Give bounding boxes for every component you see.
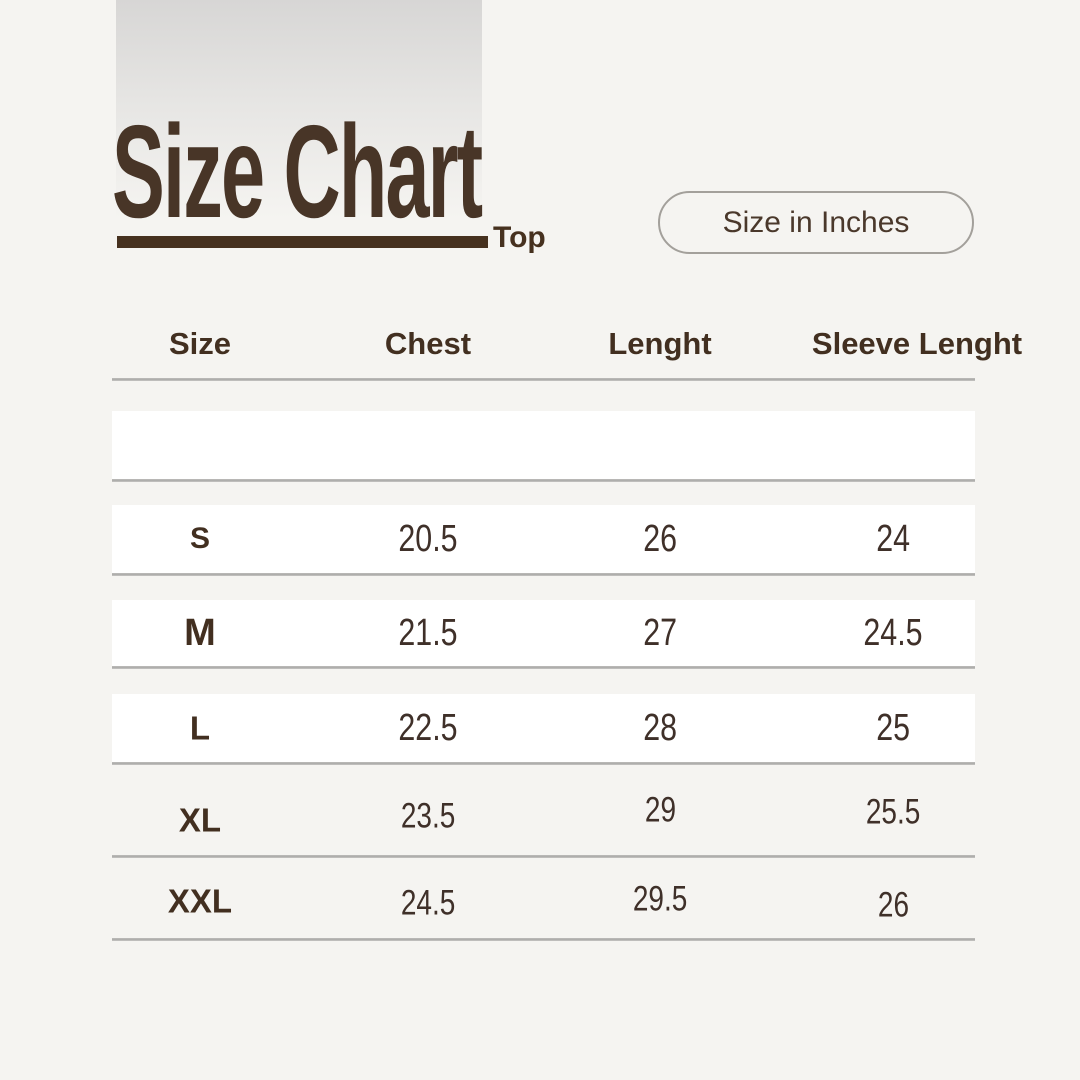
row-divider bbox=[112, 479, 975, 482]
unit-badge-label: Size in Inches bbox=[722, 205, 910, 239]
length-value: 29 bbox=[644, 790, 676, 829]
table-row: XXL 24.5 29.5 26 bbox=[112, 855, 975, 938]
unit-badge[interactable]: Size in Inches bbox=[658, 191, 974, 254]
table-row: L 22.5 28 25 bbox=[112, 694, 975, 762]
title-backdrop-gradient bbox=[116, 0, 482, 238]
chest-value: 20.5 bbox=[398, 518, 458, 560]
length-value: 28 bbox=[643, 707, 677, 749]
sleeve-length-cell: 24.5 bbox=[743, 614, 1043, 652]
sleeve-length-cell: 26 bbox=[743, 887, 1043, 922]
page-title-text: Size Chart bbox=[112, 98, 483, 245]
sleeve-length-value: 24 bbox=[876, 518, 910, 560]
chest-cell: 24.5 bbox=[278, 885, 578, 920]
column-header-sleeve-length: Sleeve Lenght bbox=[811, 326, 1023, 361]
size-cell: XXL bbox=[167, 882, 233, 919]
size-cell: XL bbox=[178, 801, 222, 838]
chest-value: 21.5 bbox=[398, 612, 458, 654]
empty-row-background bbox=[112, 411, 975, 479]
row-background bbox=[112, 600, 975, 666]
length-cell: 29.5 bbox=[510, 881, 810, 916]
table-row: M 21.5 27 24.5 bbox=[112, 600, 975, 666]
column-header-size: Size bbox=[168, 326, 232, 361]
chest-value: 23.5 bbox=[400, 796, 456, 835]
chest-cell: 20.5 bbox=[278, 520, 578, 558]
length-cell: 28 bbox=[510, 709, 810, 747]
row-background bbox=[112, 505, 975, 573]
length-cell: 27 bbox=[510, 614, 810, 652]
category-label: Top bbox=[493, 221, 546, 254]
size-cell: M bbox=[184, 612, 216, 654]
sleeve-length-value: 25 bbox=[876, 707, 910, 749]
column-header-length: Lenght bbox=[608, 326, 712, 361]
chest-cell: 21.5 bbox=[278, 614, 578, 652]
length-value: 29.5 bbox=[632, 879, 688, 918]
length-cell: 26 bbox=[510, 520, 810, 558]
table-header-row: Size Chest Lenght Sleeve Lenght bbox=[112, 324, 1022, 364]
row-background bbox=[112, 694, 975, 762]
row-divider bbox=[112, 762, 975, 765]
size-cell: S bbox=[189, 522, 210, 555]
row-divider bbox=[112, 666, 975, 669]
length-value: 26 bbox=[643, 518, 677, 560]
sleeve-length-cell: 24 bbox=[743, 520, 1043, 558]
title-underline bbox=[117, 236, 488, 248]
row-divider bbox=[112, 573, 975, 576]
header-divider bbox=[112, 378, 975, 381]
sleeve-length-value: 25.5 bbox=[865, 792, 921, 831]
chest-value: 22.5 bbox=[398, 707, 458, 749]
row-divider bbox=[112, 938, 975, 941]
length-cell: 29 bbox=[510, 792, 810, 827]
table-row: S 20.5 26 24 bbox=[112, 505, 975, 573]
chest-cell: 23.5 bbox=[278, 798, 578, 833]
length-value: 27 bbox=[643, 612, 677, 654]
table-row: XL 23.5 29 25.5 bbox=[112, 762, 975, 855]
chest-cell: 22.5 bbox=[278, 709, 578, 747]
size-cell: L bbox=[189, 709, 211, 747]
sleeve-length-value: 26 bbox=[877, 885, 909, 924]
sleeve-length-cell: 25 bbox=[743, 709, 1043, 747]
sleeve-length-value: 24.5 bbox=[863, 612, 923, 654]
sleeve-length-cell: 25.5 bbox=[743, 794, 1043, 829]
column-header-chest: Chest bbox=[384, 326, 472, 361]
chest-value: 24.5 bbox=[400, 883, 456, 922]
page-title: Size Chart bbox=[112, 106, 728, 238]
row-divider bbox=[112, 855, 975, 858]
